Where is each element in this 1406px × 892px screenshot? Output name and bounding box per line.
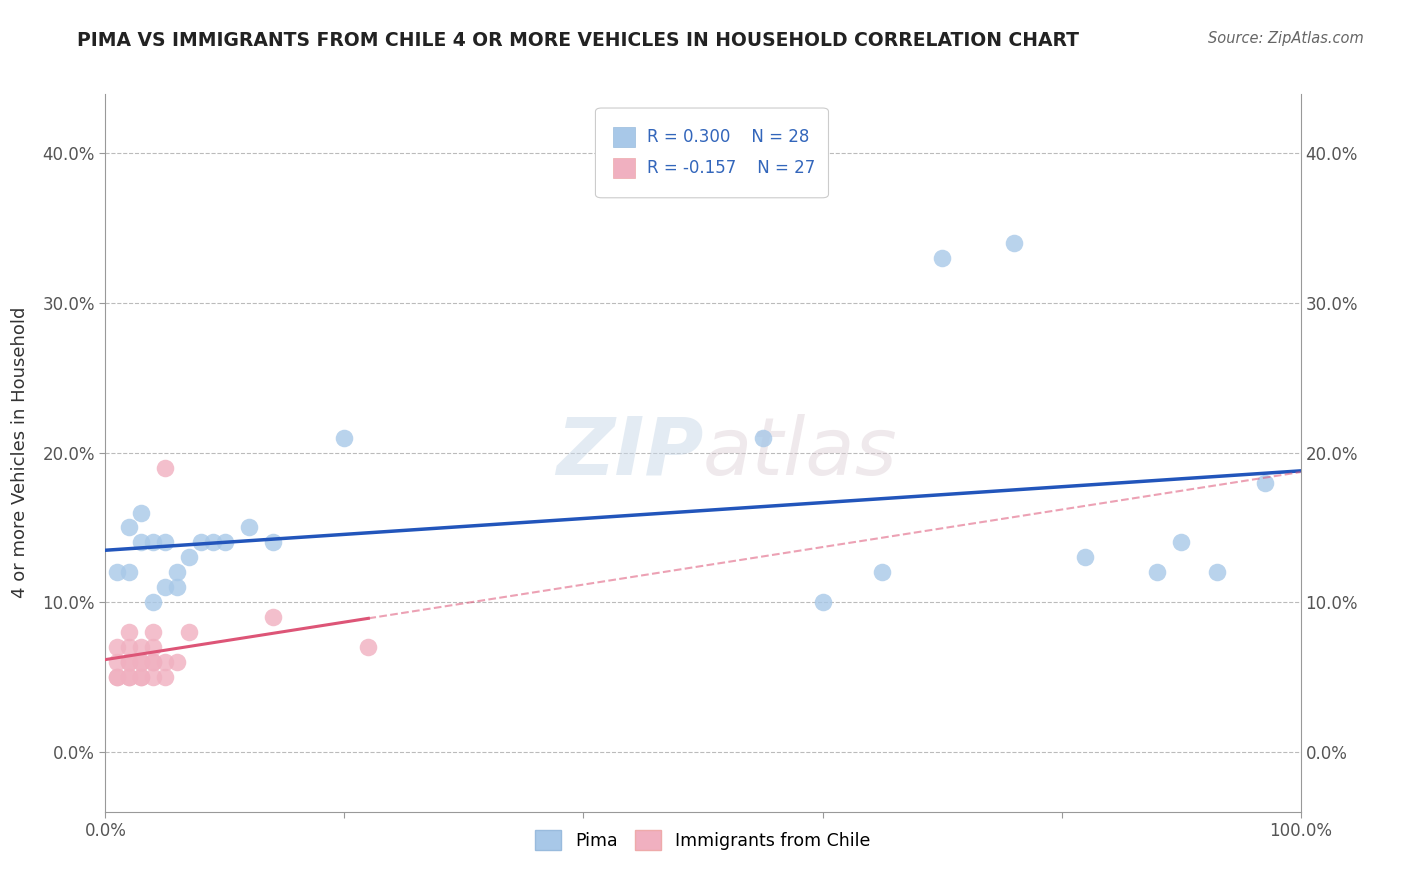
Point <box>142 535 165 549</box>
Point <box>129 670 153 684</box>
Point <box>118 520 141 534</box>
Point <box>166 566 188 580</box>
Point <box>153 655 177 669</box>
Point <box>811 595 834 609</box>
Point <box>129 535 153 549</box>
Point <box>129 655 153 669</box>
Legend: Pima, Immigrants from Chile: Pima, Immigrants from Chile <box>529 823 877 857</box>
Point <box>142 655 165 669</box>
Point <box>142 640 165 655</box>
Text: R = 0.300    N = 28: R = 0.300 N = 28 <box>647 128 810 145</box>
Point <box>190 535 212 549</box>
Point <box>142 625 165 640</box>
Point <box>153 580 177 594</box>
Text: ZIP: ZIP <box>555 414 703 491</box>
Point <box>1002 236 1025 251</box>
Point <box>118 566 141 580</box>
Point <box>1146 566 1168 580</box>
FancyBboxPatch shape <box>613 127 636 147</box>
Point <box>107 670 129 684</box>
Text: atlas: atlas <box>703 414 898 491</box>
Y-axis label: 4 or more Vehicles in Household: 4 or more Vehicles in Household <box>11 307 28 599</box>
Point <box>1254 475 1277 490</box>
Point <box>129 506 153 520</box>
Point <box>107 640 129 655</box>
Point <box>142 655 165 669</box>
Point <box>166 655 188 669</box>
Point <box>118 670 141 684</box>
FancyBboxPatch shape <box>613 158 636 178</box>
Point <box>238 520 260 534</box>
Point <box>118 640 141 655</box>
FancyBboxPatch shape <box>596 108 828 198</box>
Point <box>262 610 284 624</box>
Point <box>1074 550 1097 565</box>
Text: Source: ZipAtlas.com: Source: ZipAtlas.com <box>1208 31 1364 46</box>
Point <box>333 431 356 445</box>
Point <box>153 460 177 475</box>
Point <box>357 640 380 655</box>
Point <box>751 431 773 445</box>
Point <box>118 655 141 669</box>
Point <box>142 670 165 684</box>
Point <box>129 640 153 655</box>
Point <box>872 566 894 580</box>
Point <box>107 670 129 684</box>
Text: PIMA VS IMMIGRANTS FROM CHILE 4 OR MORE VEHICLES IN HOUSEHOLD CORRELATION CHART: PIMA VS IMMIGRANTS FROM CHILE 4 OR MORE … <box>77 31 1080 50</box>
Point <box>931 251 953 265</box>
Point <box>118 670 141 684</box>
Point <box>129 655 153 669</box>
Point <box>177 550 201 565</box>
Point <box>214 535 236 549</box>
Point <box>107 655 129 669</box>
Point <box>177 625 201 640</box>
Point <box>202 535 225 549</box>
Point <box>118 655 141 669</box>
Text: R = -0.157    N = 27: R = -0.157 N = 27 <box>647 159 815 177</box>
Point <box>1170 535 1192 549</box>
Point <box>262 535 284 549</box>
Point <box>153 670 177 684</box>
Point <box>166 580 188 594</box>
Point <box>118 625 141 640</box>
Point <box>129 670 153 684</box>
Point <box>153 535 177 549</box>
Point <box>142 595 165 609</box>
Point <box>107 566 129 580</box>
Point <box>1206 566 1229 580</box>
